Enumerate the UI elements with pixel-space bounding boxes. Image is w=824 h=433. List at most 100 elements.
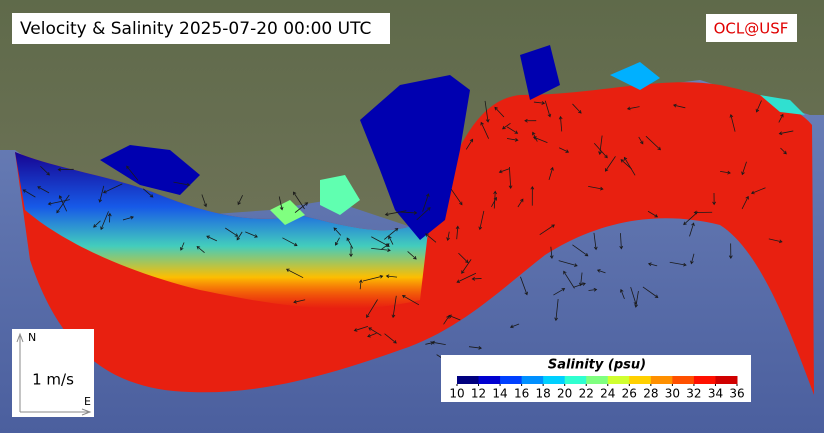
velocity-arrow	[750, 187, 766, 195]
velocity-arrow	[720, 170, 731, 175]
scale-box: N E 1 m/s	[12, 329, 94, 417]
velocity-arrow	[533, 101, 546, 105]
velocity-arrow	[630, 287, 638, 306]
velocity-arrow	[346, 237, 354, 249]
velocity-arrow	[642, 286, 659, 298]
velocity-arrows	[22, 100, 794, 362]
velocity-arrow	[285, 268, 304, 279]
colorbar-tick-label: 16	[514, 387, 529, 401]
velocity-arrow	[689, 222, 695, 237]
colorbar-swatch	[715, 376, 738, 384]
velocity-arrow	[509, 323, 520, 329]
velocity-arrow	[638, 136, 644, 145]
velocity-arrow	[484, 100, 490, 123]
velocity-arrow	[37, 186, 50, 194]
velocity-arrow	[532, 131, 538, 142]
colorbar-tick-label: 22	[579, 387, 594, 401]
arrow-heads	[16, 332, 92, 416]
velocity-arrow	[778, 130, 794, 136]
velocity-arrow	[458, 252, 469, 264]
velocity-arrow	[450, 188, 463, 206]
colorbar-swatch	[607, 376, 630, 384]
velocity-arrow	[40, 165, 50, 176]
velocity-arrow	[468, 346, 483, 350]
velocity-arrow	[448, 314, 461, 321]
colorbar-tick-label: 32	[686, 387, 701, 401]
velocity-arrow	[98, 185, 105, 203]
velocity-arrow	[398, 210, 418, 215]
velocity-arrow	[683, 211, 699, 226]
velocity-arrow	[768, 238, 783, 244]
colorbar-tick-label: 34	[708, 387, 723, 401]
velocity-arrow	[456, 272, 477, 283]
velocity-arrow	[56, 194, 70, 214]
north-label: N	[28, 331, 36, 344]
velocity-arrow	[578, 272, 583, 287]
velocity-arrow	[422, 193, 430, 212]
colorbar-swatch	[629, 376, 652, 384]
velocity-arrow	[729, 114, 736, 132]
velocity-arrow	[494, 106, 505, 118]
colorbar-swatch	[543, 376, 566, 384]
velocity-arrow	[455, 225, 460, 240]
velocity-arrow	[588, 185, 604, 191]
velocity-arrow	[391, 295, 397, 319]
velocity-arrow	[741, 161, 747, 176]
velocity-arrow	[593, 142, 608, 159]
velocity-arrow	[245, 231, 258, 238]
velocity-arrow	[572, 244, 589, 257]
velocity-arrow	[491, 196, 497, 207]
velocity-arrow	[381, 243, 390, 250]
east-label: E	[84, 395, 91, 408]
velocity-arrow	[401, 295, 420, 306]
colorbar-tick-label: 10	[449, 387, 464, 401]
velocity-arrow	[553, 288, 566, 296]
velocity-arrow	[334, 237, 340, 246]
velocity-arrow	[544, 100, 552, 118]
velocity-arrow	[371, 247, 391, 252]
velocity-arrow	[480, 121, 489, 139]
colorbar-swatch	[457, 376, 480, 384]
velocity-arrow	[416, 207, 431, 221]
velocity-arrow	[446, 231, 450, 241]
velocity-arrow	[780, 147, 787, 155]
colorbar-tick-label: 30	[665, 387, 680, 401]
velocity-arrow	[619, 233, 624, 250]
colorbar: Salinity (psu) 10 12 14 16 18 20 22 24 26 28 30 32 3…	[441, 355, 751, 402]
velocity-arrow	[647, 262, 658, 267]
velocity-arrow	[407, 251, 417, 260]
velocity-arrow	[502, 122, 511, 130]
colorbar-title: Salinity (psu)	[548, 358, 646, 373]
colorbar-tick-label: 14	[492, 387, 507, 401]
velocity-arrow	[508, 166, 513, 189]
velocity-arrow	[598, 135, 603, 155]
velocity-arrow	[368, 327, 382, 336]
velocity-arrow	[425, 341, 435, 345]
velocity-arrow	[572, 103, 582, 114]
colorbar-swatch	[478, 376, 501, 384]
velocity-arrow	[506, 138, 519, 142]
velocity-arrow	[143, 188, 154, 198]
colorbar-swatch	[521, 376, 544, 384]
velocity-arrow	[384, 227, 399, 240]
velocity-arrow	[690, 253, 695, 265]
velocity-arrow	[506, 126, 519, 134]
salinity-field	[15, 45, 814, 395]
velocity-arrow	[741, 195, 749, 210]
velocity-arrow	[728, 243, 733, 259]
velocity-arrow	[548, 166, 554, 180]
colorbar-swatch	[586, 376, 609, 384]
velocity-arrow	[353, 325, 369, 332]
colorbar-swatch	[564, 376, 587, 384]
velocity-arrow	[367, 332, 377, 338]
velocity-arrow	[206, 235, 218, 242]
velocity-arrow	[57, 167, 74, 172]
velocity-arrow	[558, 147, 570, 153]
velocity-arrow	[366, 299, 378, 319]
velocity-arrow	[102, 183, 123, 194]
velocity-arrow	[558, 115, 563, 132]
velocity-arrow	[173, 181, 191, 187]
velocity-arrow	[107, 212, 112, 223]
velocity-arrow	[93, 220, 101, 228]
